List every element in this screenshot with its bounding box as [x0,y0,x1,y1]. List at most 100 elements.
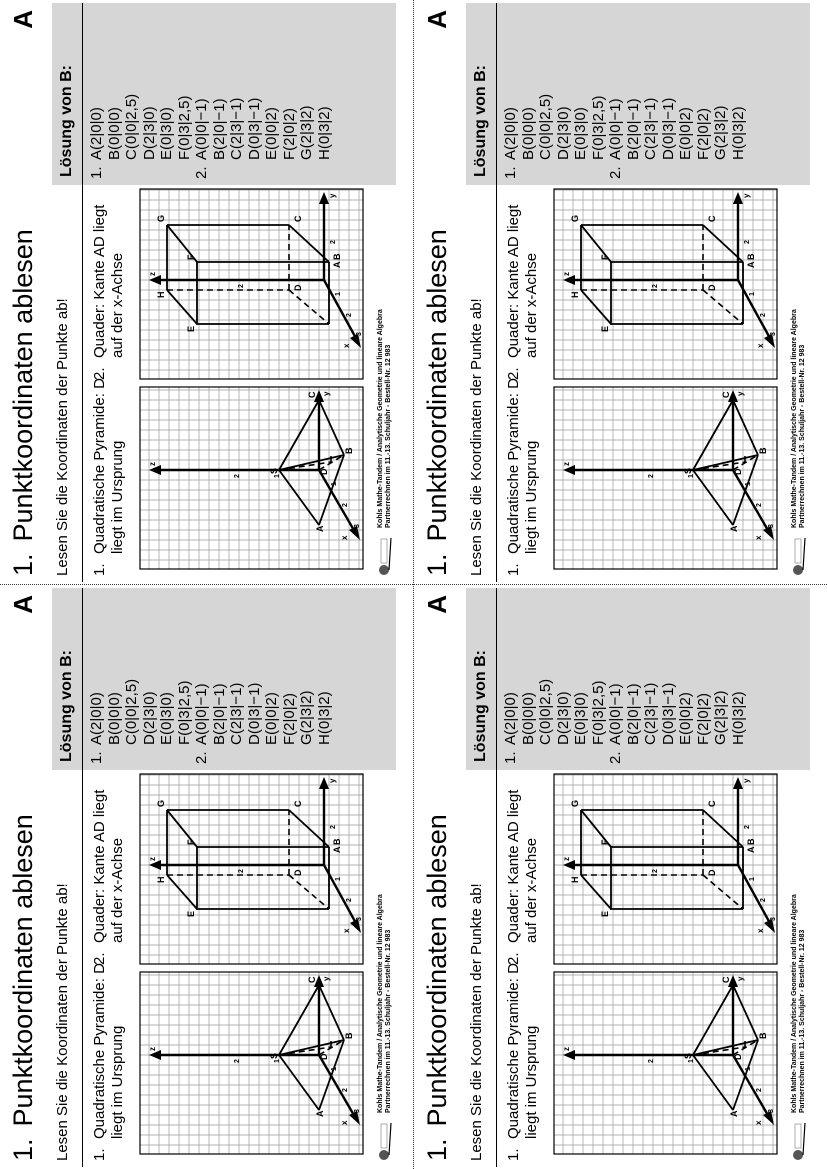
edge-s-c [692,399,734,471]
footer-line-2: Partnerrechnen im 11.-13. Schuljahr - Be… [385,929,392,1113]
label-e: E [600,911,610,917]
task-2-number: 2. [91,952,108,965]
tick-y2: 2 [744,825,751,829]
grid [140,189,363,379]
task-2-text: Quader: Kante AD liegt auf der x-Achse [91,789,126,943]
label-e: E [186,326,196,332]
label-d: D [319,1053,329,1060]
cuboid-figure: A B C D E F G H x y z 1 2 3 2 2 [139,773,364,965]
solution-1: 1. A(2|0|0) B(0|0|0) C(0|0|2,5) D(2|3|0) E(0… [502,588,607,764]
solution-2: 2. A(0|0|−1) B(2|0|−1) C(2|3|−1) D(0|3|−1) E… [607,588,747,764]
x-axis [731,1054,771,1118]
grid-border [139,386,364,570]
solution-panel: Lösung von B: 1. A(2|0|0) B(0|0|0) C(0|0|2… [466,3,810,185]
edge-s-b [692,1039,759,1056]
card-letter: A [422,595,452,614]
solution-point: H(0|3|2) [315,106,333,160]
edge-a-s [692,469,734,526]
instruction: Lesen Sie die Koordinaten der Punkte ab! [468,883,485,1161]
solution-point: B(0|0|0) [519,107,537,160]
solution-2: 2. A(0|0|−1) B(2|0|−1) C(2|3|−1) D(0|3|−1) E… [193,3,333,179]
solution-point: F(0|3|2,5) [175,680,193,745]
task-2: 2. Quader: Kante AD liegt auf der x-Achs… [91,770,127,965]
edge-a-s [278,469,320,526]
tick-y2: 2 [744,240,751,244]
task-2-number: 2. [505,952,522,965]
cuboid-figure: A B C D E F G H x y z 1 2 3 2 2 [553,773,778,965]
solution-point: F(2|0|2) [694,108,712,160]
label-x: x [754,1120,763,1125]
solution-point: F(2|0|2) [694,693,712,745]
label-b: B [758,1032,768,1039]
label-g: G [570,800,580,807]
solution-point: D(0|3|−1) [245,682,263,745]
solution-point: B(2|0|−1) [624,683,642,745]
solution-point: B(2|0|−1) [210,683,228,745]
solution-point: B(2|0|−1) [210,98,228,160]
card-title: 1. Punktkoordinaten ablesen [422,814,453,1161]
instruction: Lesen Sie die Koordinaten der Punkte ab! [54,298,71,576]
tick-x2: 2 [760,898,767,902]
divider [82,185,83,582]
solution-1-number: 1. [88,751,105,764]
tick-z2: 2 [238,869,245,873]
edge-s-c [692,984,734,1056]
exercise-card: 1. Punktkoordinaten ablesen A Lesen Sie d… [0,585,413,1169]
solution-point: G(2|3|2) [298,105,315,160]
task-1-number: 1. [91,1148,108,1161]
grid [554,972,777,1154]
solution-panel: Lösung von B: 1. A(2|0|0) B(0|0|0) C(0|0|2… [52,3,396,185]
tick-x1: 1 [745,482,752,486]
instruction: Lesen Sie die Koordinaten der Punkte ab! [468,298,485,576]
label-g: G [156,800,166,807]
grid-border [139,188,364,380]
footer: Kohls Mathe-Tandem / Analytische Geometr… [376,781,394,1161]
label-s: S [269,1053,279,1059]
label-z: z [562,272,571,276]
label-c: C [307,976,317,983]
solution-point: C(0|0|2,5) [123,93,140,160]
solution-point: E(0|0|2) [677,107,694,160]
solution-point: A(2|0|0) [502,107,519,160]
grid [554,387,777,569]
label-z: z [148,272,157,276]
label-z: z [148,857,157,861]
label-y: y [328,778,337,783]
label-e: E [186,911,196,917]
label-c: C [707,215,717,222]
tick-x1: 1 [331,1067,338,1071]
solution-1: 1. A(2|0|0) B(0|0|0) C(0|0|2,5) D(2|3|0) E(0… [88,588,193,764]
label-c: C [707,800,717,807]
solution-point: C(2|3|−1) [228,97,245,160]
solution-point: D(2|3|0) [554,106,572,160]
solution-point: C(2|3|−1) [642,97,659,160]
edge-s-b [278,1039,345,1056]
x-axis [317,469,357,533]
solution-point: B(0|0|0) [519,692,537,745]
tick-z2: 2 [652,284,659,288]
tick-x3: 3 [770,332,777,336]
solution-point: E(0|0|2) [677,692,694,745]
label-c: C [293,215,303,222]
solution-point: E(0|0|2) [263,107,280,160]
task-2: 2. Quader: Kante AD liegt auf der x-Achs… [505,185,541,380]
label-d: D [319,468,329,475]
label-x: x [340,1120,349,1125]
grid [140,972,363,1154]
divider [496,185,497,582]
x-axis [317,1054,357,1118]
solution-header: Lösung von B: [52,588,83,770]
card-bottom-left: 1. Punktkoordinaten ablesen A Lesen Sie d… [0,585,413,1169]
solution-point: D(2|3|0) [140,106,158,160]
publisher-logo-icon [379,1122,392,1160]
label-g: G [570,215,580,222]
label-z: z [148,462,157,466]
label-s: S [683,468,693,474]
label-x: x [754,535,763,540]
label-c: C [721,391,731,398]
tick-x1: 1 [749,877,756,881]
title-number: 1. [422,1138,452,1161]
label-h: H [570,877,580,884]
footer-line-2: Partnerrechnen im 11.-13. Schuljahr - Be… [799,929,806,1113]
exercise-card: 1. Punktkoordinaten ablesen A Lesen Sie d… [414,0,827,584]
